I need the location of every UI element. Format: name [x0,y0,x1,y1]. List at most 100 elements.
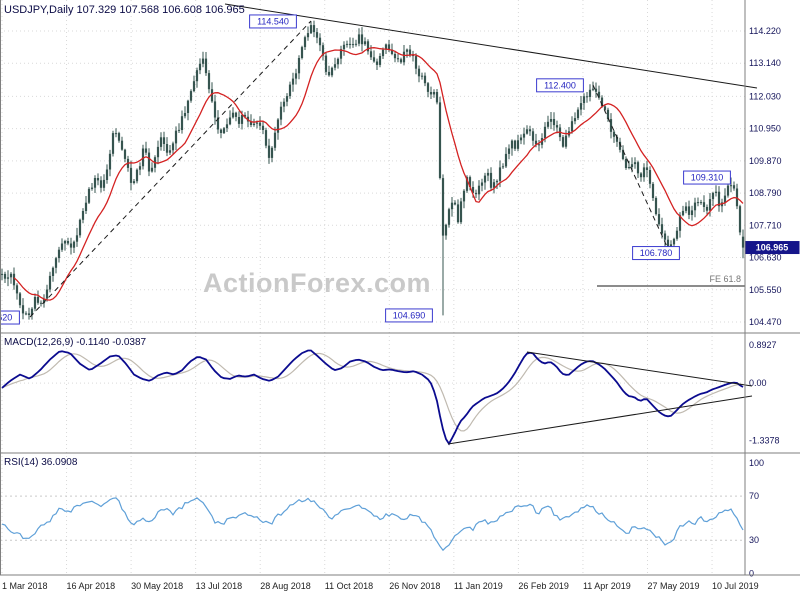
candle-body [600,97,604,107]
candle-body [81,211,85,220]
candle-body [429,92,433,95]
candle-body [393,54,397,59]
price-flag [536,78,584,93]
candle-body [465,177,469,191]
candle-body [237,117,241,124]
candle-body [195,70,199,82]
price-flag [385,308,433,323]
candle-body [93,178,97,188]
candle-body [231,112,235,118]
macd-signal-line [1,352,743,432]
candle-body [696,202,700,204]
candle-body [252,123,256,125]
candle-body [234,112,238,117]
candle-body [357,34,361,44]
candle-body [441,178,445,236]
price-axis-label: 108.790 [749,188,782,198]
price-flag-label: 112.400 [544,80,576,90]
candle-body [291,78,295,85]
candle-body [663,233,667,240]
candle-body [60,243,64,250]
candle-body [249,121,253,125]
candle-body [489,172,493,188]
candle-body [381,49,385,57]
candle-body [594,88,598,92]
current-price-tag [745,241,800,255]
candle-body [414,56,418,69]
candle-body [42,298,46,304]
candle-body [66,241,70,244]
date-label: 13 Jul 2018 [196,581,243,591]
candle-body [78,219,82,236]
candle-body [657,214,661,225]
candle-body [519,137,523,141]
candle-body [45,289,49,299]
date-label: 27 May 2019 [648,581,700,591]
candle-body [138,166,142,170]
candle-body [423,75,427,84]
candle-body [597,91,601,98]
macd-axis-label: 0.8927 [749,340,777,350]
candle-body [171,143,175,151]
price-axis-label: 114.220 [749,26,781,36]
candle-body [75,235,79,242]
candle-body [384,44,388,50]
candle-body [543,126,547,139]
candle-body [501,166,505,168]
candle-body [462,190,466,202]
macd-indicator-label: MACD(12,26,9) -0.1140 -0.0387 [4,337,147,348]
candle-body [204,58,208,74]
candle-body [681,210,685,216]
candle-body [459,201,463,223]
candle-body [687,206,691,215]
candle-body [228,117,232,125]
candle-body [36,297,40,303]
candle-body [564,135,568,147]
candle-body [639,173,643,178]
candle-body [201,58,205,64]
date-label: 26 Nov 2018 [389,581,440,591]
candle-body [552,119,556,126]
candle-body [426,83,430,92]
candle-body [273,132,277,148]
candle-body [444,224,448,236]
candle-body [333,64,337,68]
candle-body [321,45,325,56]
candle-body [507,148,511,154]
candle-body [717,191,721,207]
candle-body [315,32,319,38]
candle-body [318,37,322,46]
date-label: 30 May 2018 [131,581,183,591]
candle-body [366,41,370,52]
candle-body [207,73,211,90]
candle-body [495,180,499,183]
price-trendline [29,20,312,318]
candle-body [18,293,22,306]
candle-body [438,102,442,178]
candle-body [225,124,229,129]
candle-body [468,177,472,187]
moving-average-line [13,47,744,301]
price-axis-label: 107.710 [749,220,782,230]
candle-body [522,133,526,138]
candle-body [168,150,172,153]
candle-body [0,273,4,275]
candle-body [144,148,148,153]
candle-body [660,224,664,234]
candle-body [120,140,124,150]
candle-body [651,183,655,198]
candle-body [591,88,595,90]
candle-body [549,119,553,122]
macd-axis-label: -1.3378 [749,436,780,446]
candle-body [243,114,247,117]
candle-body [186,100,190,113]
candle-body [198,63,202,71]
candle-body [87,188,91,203]
price-axis-label: 109.870 [749,156,782,166]
rsi-axis-label: 0 [749,568,754,578]
candle-body [450,202,454,210]
candle-body [396,58,400,60]
candle-body [654,198,658,215]
date-label: 16 Apr 2018 [67,581,116,591]
